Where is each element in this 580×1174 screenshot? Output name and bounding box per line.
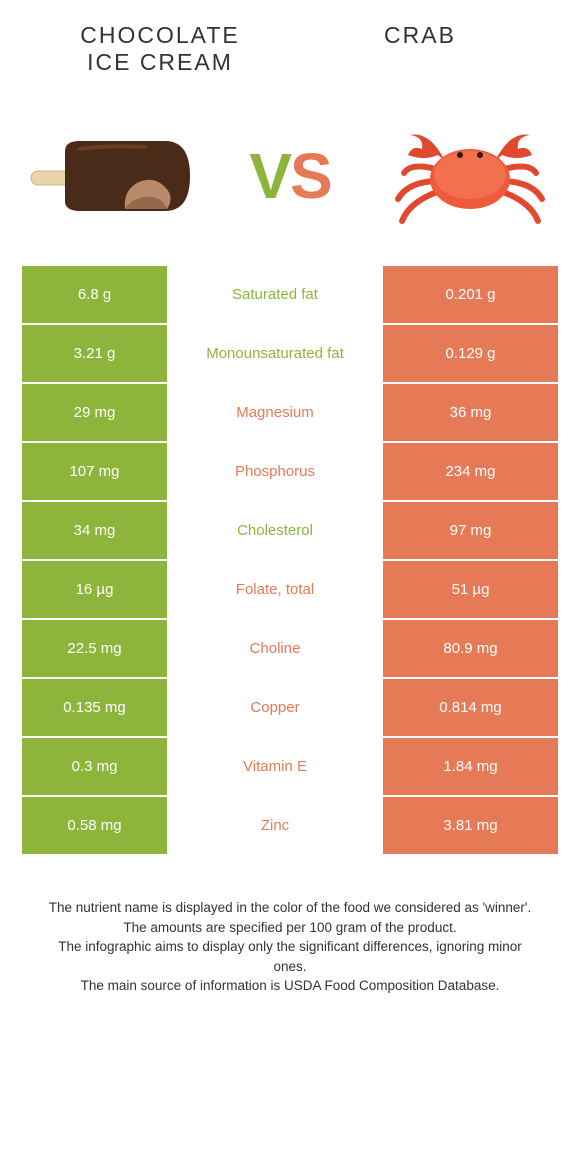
value-right: 1.84 mg (383, 738, 558, 795)
ice-cream-image (20, 116, 200, 236)
vs-s: S (290, 139, 331, 213)
value-left: 0.135 mg (22, 679, 167, 736)
value-left: 29 mg (22, 384, 167, 441)
table-row: 0.58 mgZinc3.81 mg (22, 797, 558, 854)
nutrient-label: Saturated fat (167, 266, 383, 323)
value-left: 107 mg (22, 443, 167, 500)
header-row: CHOCOLATE ICE CREAM CRAB (0, 0, 580, 86)
nutrient-label: Vitamin E (167, 738, 383, 795)
nutrient-label: Cholesterol (167, 502, 383, 559)
value-left: 3.21 g (22, 325, 167, 382)
table-row: 0.3 mgVitamin E1.84 mg (22, 738, 558, 795)
value-left: 16 µg (22, 561, 167, 618)
vs-label: VS (249, 139, 330, 213)
nutrient-label: Phosphorus (167, 443, 383, 500)
value-left: 34 mg (22, 502, 167, 559)
nutrient-label: Copper (167, 679, 383, 736)
value-right: 51 µg (383, 561, 558, 618)
table-row: 29 mgMagnesium36 mg (22, 384, 558, 441)
footer-line-2: The amounts are specified per 100 gram o… (40, 918, 540, 938)
hero-row: VS (0, 86, 580, 266)
footer-line-4: The main source of information is USDA F… (40, 976, 540, 996)
value-left: 6.8 g (22, 266, 167, 323)
nutrient-label: Zinc (167, 797, 383, 854)
value-right: 234 mg (383, 443, 558, 500)
value-right: 0.201 g (383, 266, 558, 323)
table-row: 3.21 gMonounsaturated fat0.129 g (22, 325, 558, 382)
footer-line-1: The nutrient name is displayed in the co… (40, 898, 540, 918)
value-right: 97 mg (383, 502, 558, 559)
ice-cream-icon (25, 121, 195, 231)
header-left: CHOCOLATE ICE CREAM (30, 22, 290, 76)
crab-image (380, 116, 560, 236)
nutrient-label: Folate, total (167, 561, 383, 618)
nutrient-label: Monounsaturated fat (167, 325, 383, 382)
value-right: 36 mg (383, 384, 558, 441)
table-row: 6.8 gSaturated fat0.201 g (22, 266, 558, 323)
header-right: CRAB (290, 22, 550, 76)
nutrient-label: Choline (167, 620, 383, 677)
table-row: 107 mgPhosphorus234 mg (22, 443, 558, 500)
footer-line-3: The infographic aims to display only the… (40, 937, 540, 976)
value-left: 22.5 mg (22, 620, 167, 677)
value-right: 80.9 mg (383, 620, 558, 677)
value-right: 0.814 mg (383, 679, 558, 736)
crab-icon (390, 121, 550, 231)
table-row: 22.5 mgCholine80.9 mg (22, 620, 558, 677)
value-right: 0.129 g (383, 325, 558, 382)
table-row: 34 mgCholesterol97 mg (22, 502, 558, 559)
comparison-table: 6.8 gSaturated fat0.201 g3.21 gMonounsat… (0, 266, 580, 854)
footer-notes: The nutrient name is displayed in the co… (0, 856, 580, 996)
value-left: 0.58 mg (22, 797, 167, 854)
nutrient-label: Magnesium (167, 384, 383, 441)
value-right: 3.81 mg (383, 797, 558, 854)
table-row: 0.135 mgCopper0.814 mg (22, 679, 558, 736)
vs-v: V (249, 139, 290, 213)
value-left: 0.3 mg (22, 738, 167, 795)
table-row: 16 µgFolate, total51 µg (22, 561, 558, 618)
